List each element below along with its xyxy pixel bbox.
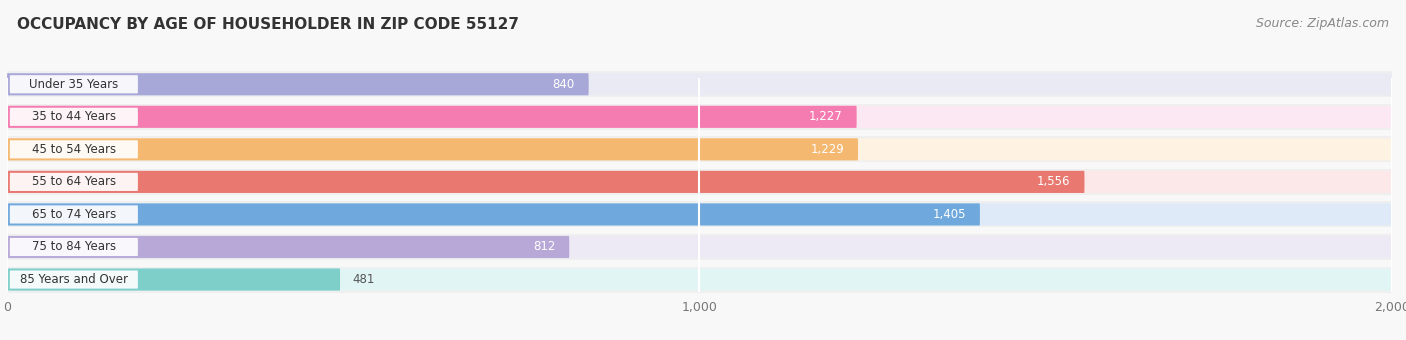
FancyBboxPatch shape [10,140,138,158]
FancyBboxPatch shape [10,108,138,126]
FancyBboxPatch shape [7,236,569,258]
FancyBboxPatch shape [7,236,1392,258]
FancyBboxPatch shape [0,71,1406,97]
Text: 812: 812 [533,240,555,254]
FancyBboxPatch shape [0,267,1406,292]
FancyBboxPatch shape [7,203,980,225]
FancyBboxPatch shape [0,169,1406,195]
Text: 85 Years and Over: 85 Years and Over [20,273,128,286]
FancyBboxPatch shape [7,269,1392,291]
FancyBboxPatch shape [0,201,1406,227]
Text: 35 to 44 Years: 35 to 44 Years [32,110,115,123]
Text: 1,556: 1,556 [1038,175,1070,188]
FancyBboxPatch shape [0,234,1406,260]
Text: 45 to 54 Years: 45 to 54 Years [32,143,115,156]
Text: Under 35 Years: Under 35 Years [30,78,118,91]
FancyBboxPatch shape [7,73,589,95]
FancyBboxPatch shape [10,173,138,191]
Text: OCCUPANCY BY AGE OF HOUSEHOLDER IN ZIP CODE 55127: OCCUPANCY BY AGE OF HOUSEHOLDER IN ZIP C… [17,17,519,32]
FancyBboxPatch shape [7,106,1392,128]
FancyBboxPatch shape [7,138,858,160]
FancyBboxPatch shape [7,203,1392,225]
FancyBboxPatch shape [10,238,138,256]
FancyBboxPatch shape [7,106,856,128]
FancyBboxPatch shape [10,75,138,94]
Text: 65 to 74 Years: 65 to 74 Years [32,208,115,221]
FancyBboxPatch shape [0,104,1406,130]
Text: 75 to 84 Years: 75 to 84 Years [32,240,115,254]
FancyBboxPatch shape [7,171,1392,193]
FancyBboxPatch shape [7,171,1084,193]
Text: 1,227: 1,227 [808,110,842,123]
Text: Source: ZipAtlas.com: Source: ZipAtlas.com [1256,17,1389,30]
Text: 55 to 64 Years: 55 to 64 Years [32,175,115,188]
Text: 481: 481 [353,273,375,286]
FancyBboxPatch shape [10,205,138,223]
FancyBboxPatch shape [7,269,340,291]
FancyBboxPatch shape [0,136,1406,163]
FancyBboxPatch shape [10,270,138,289]
Text: 1,229: 1,229 [810,143,844,156]
FancyBboxPatch shape [7,138,1392,160]
FancyBboxPatch shape [7,73,1392,95]
Text: 840: 840 [553,78,575,91]
Text: 1,405: 1,405 [932,208,966,221]
